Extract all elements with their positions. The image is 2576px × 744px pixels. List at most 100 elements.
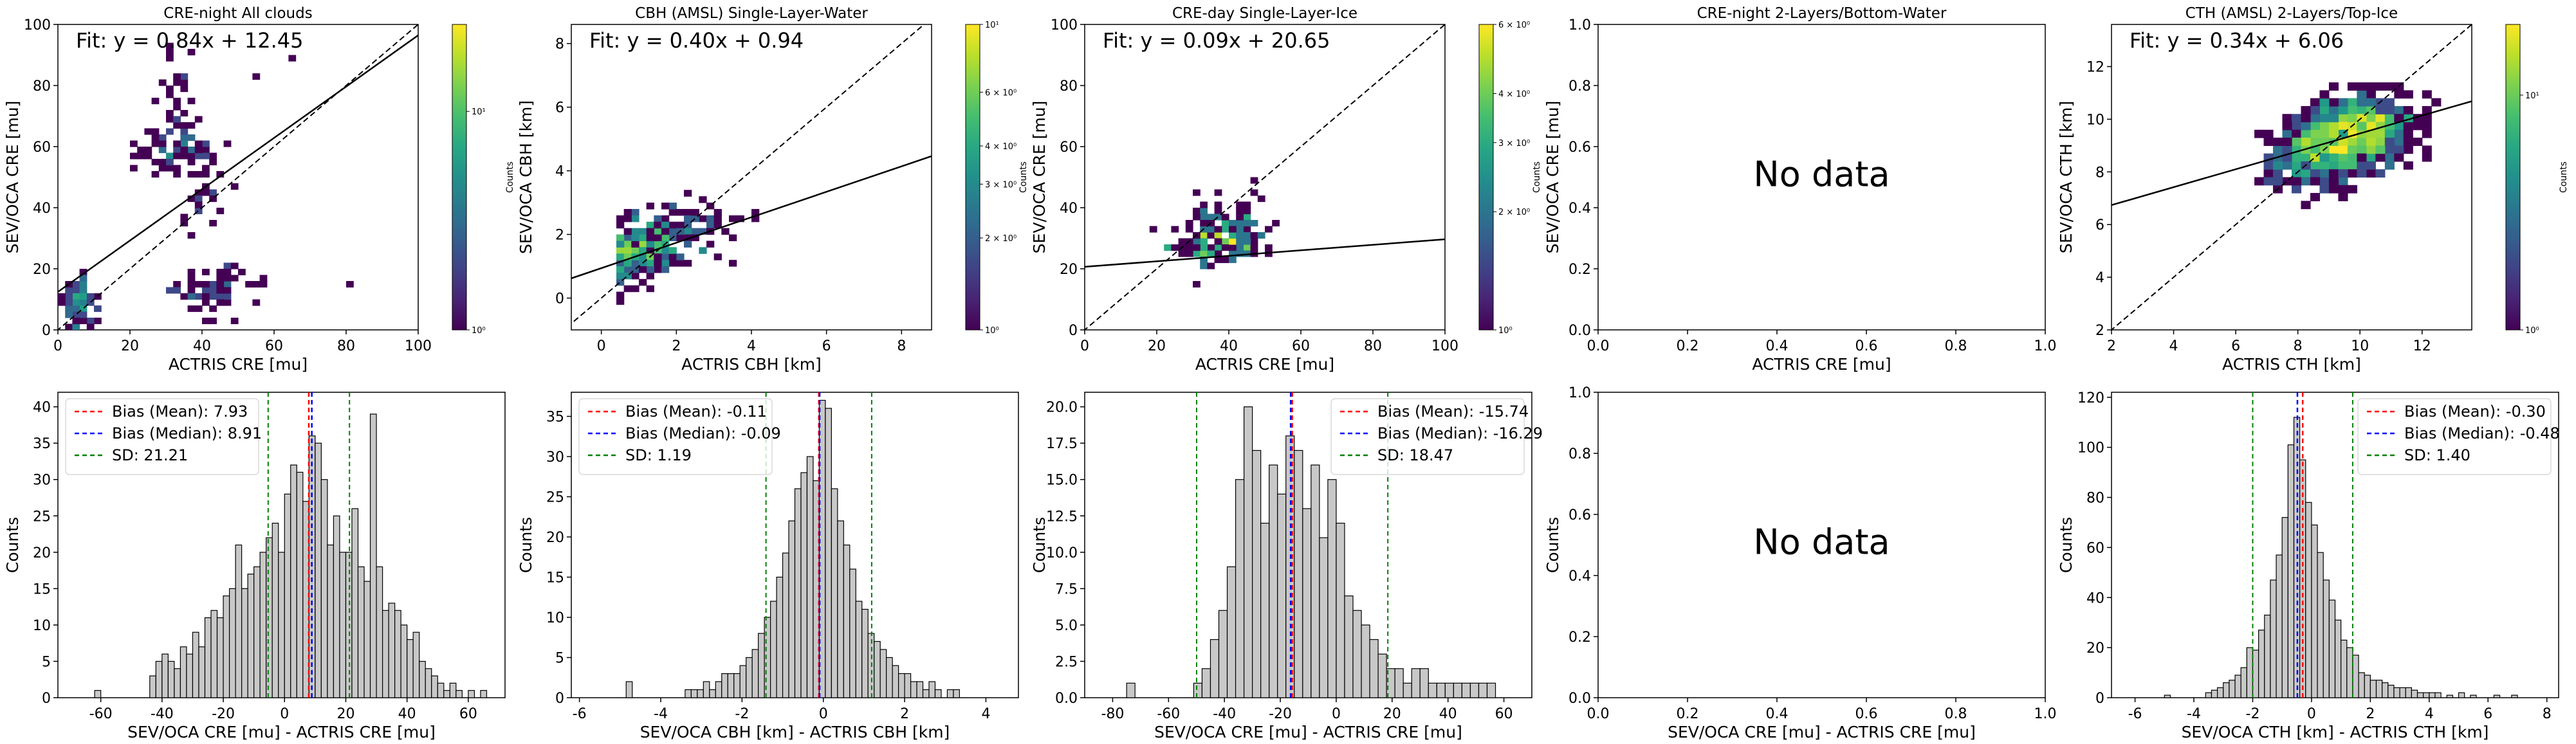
- heatmap-cell: [713, 215, 722, 222]
- fit-line: [571, 155, 932, 280]
- heatmap-cell: [1243, 213, 1251, 221]
- heatmap-cell: [639, 240, 647, 248]
- heatmap-cell: [684, 260, 692, 267]
- histogram-bar: [333, 515, 340, 698]
- histogram-bar: [2229, 680, 2236, 698]
- heatmap-cell: [2292, 114, 2302, 123]
- histogram-bar: [758, 633, 765, 698]
- histogram-bar: [412, 631, 420, 698]
- heatmap-cell: [1200, 208, 1208, 215]
- heatmap-cell: [2282, 114, 2292, 123]
- heatmap-cell: [2310, 98, 2321, 107]
- heatmap-cell: [2357, 98, 2367, 107]
- histogram-bar: [2234, 675, 2241, 698]
- heatmap-cell: [2403, 161, 2413, 170]
- histogram-bar: [2346, 647, 2353, 698]
- colorbar-tick-label: 3 × 10⁰: [985, 180, 1017, 190]
- x-tick-label: 6: [2231, 338, 2240, 354]
- histogram-bar: [376, 566, 383, 698]
- heatmap-cell: [1250, 244, 1258, 251]
- histogram-bar: [204, 617, 212, 698]
- heatmap-cell: [202, 281, 210, 288]
- heatmap-cell: [58, 299, 66, 306]
- heatmap-cell: [1214, 257, 1222, 264]
- heatmap-cell: [2384, 138, 2395, 146]
- legend-entry: Bias (Mean): -0.11: [625, 403, 767, 421]
- heatmap-cell: [2301, 138, 2311, 146]
- heatmap-cell: [2375, 153, 2386, 162]
- heatmap-cell: [2338, 177, 2348, 186]
- histogram-bar: [916, 681, 924, 698]
- histogram-bar: [2393, 687, 2400, 698]
- chart-title: CTH (AMSL) 2-Layers/Top-Ice: [2185, 5, 2398, 22]
- x-tick-label: 0: [819, 706, 828, 722]
- heatmap-cell: [2310, 114, 2321, 123]
- x-tick-label: -4: [654, 706, 668, 722]
- heatmap-cell: [668, 221, 677, 229]
- heatmap-cell: [180, 213, 189, 221]
- heatmap-cell: [187, 281, 196, 288]
- heatmap-cell: [2338, 185, 2348, 194]
- heatmap-cell: [72, 281, 80, 288]
- x-axis-label: ACTRIS CRE [mu]: [1752, 355, 1891, 374]
- legend-entry: Bias (Mean): -0.30: [2404, 403, 2546, 421]
- histogram-bar: [1277, 493, 1287, 698]
- heatmap-cell: [2282, 161, 2292, 170]
- legend-entry: Bias (Median): -16.29: [1377, 424, 1543, 442]
- histogram-bar: [1319, 537, 1329, 698]
- heatmap-cell: [1229, 220, 1237, 227]
- heatmap-cell: [684, 234, 692, 242]
- heatmap-cell: [661, 228, 670, 235]
- heatmap-cell: [194, 208, 203, 215]
- heatmap-cell: [2328, 177, 2339, 186]
- heatmap-cell: [2375, 169, 2386, 178]
- scatter-panel-5: 2 4 6 8 10 12 2 4 6 8 10 12 ACTRIS CTH [km] SEV/OCA C…: [2057, 5, 2569, 374]
- histogram-bar: [2416, 692, 2424, 698]
- heatmap-cell: [194, 147, 203, 154]
- heatmap-cell: [137, 152, 145, 159]
- heatmap-cell: [713, 253, 722, 260]
- heatmap-cells: [58, 24, 418, 330]
- heatmap-cell: [699, 247, 707, 254]
- histogram-bar: [892, 665, 899, 698]
- heatmap-cell: [2413, 138, 2423, 146]
- heatmap-cell: [1193, 250, 1201, 257]
- heatmap-cell: [2319, 122, 2330, 131]
- heatmap-cell: [691, 215, 699, 222]
- heatmap-cell: [2254, 177, 2265, 186]
- heatmap-cell: [2357, 138, 2367, 146]
- heatmap-cell: [2328, 114, 2339, 123]
- heatmap-cell: [223, 299, 232, 306]
- heatmap-cell: [699, 215, 707, 222]
- heatmap-cell: [2319, 169, 2330, 178]
- histogram-bar: [455, 690, 463, 698]
- x-tick-label: 60: [1495, 706, 1513, 722]
- fit-line: [1085, 238, 1445, 268]
- heatmap-cell: [209, 305, 217, 313]
- heatmap-cell: [158, 134, 167, 141]
- heatmap-cell: [180, 134, 189, 141]
- heatmap-cell: [751, 215, 760, 222]
- heatmap-cell: [194, 305, 203, 313]
- y-tick-label: 25: [546, 490, 564, 506]
- histogram-bar: [806, 456, 814, 698]
- histogram-bar: [388, 603, 396, 698]
- y-axis-label: SEV/OCA CRE [mu]: [3, 101, 22, 254]
- histogram-bar: [2375, 680, 2383, 698]
- heatmap-cell: [639, 278, 647, 286]
- heatmap-cell: [94, 318, 102, 325]
- heatmap-cell: [2319, 105, 2330, 114]
- x-tick-label: 0.0: [1587, 706, 1610, 722]
- heatmap-cell: [2422, 114, 2432, 123]
- histogram-bar: [278, 552, 285, 698]
- histogram-bar: [1453, 682, 1463, 698]
- heatmap-cell: [230, 262, 239, 269]
- heatmap-cell: [202, 293, 210, 300]
- y-tick-label: 5: [555, 651, 564, 667]
- x-tick-label: 0: [53, 338, 62, 354]
- x-tick-label: 0.2: [1677, 706, 1699, 722]
- heatmap-cell: [180, 122, 189, 129]
- histogram-bar: [2264, 614, 2271, 698]
- heatmap-cell: [623, 228, 632, 235]
- heatmap-cell: [2282, 145, 2292, 154]
